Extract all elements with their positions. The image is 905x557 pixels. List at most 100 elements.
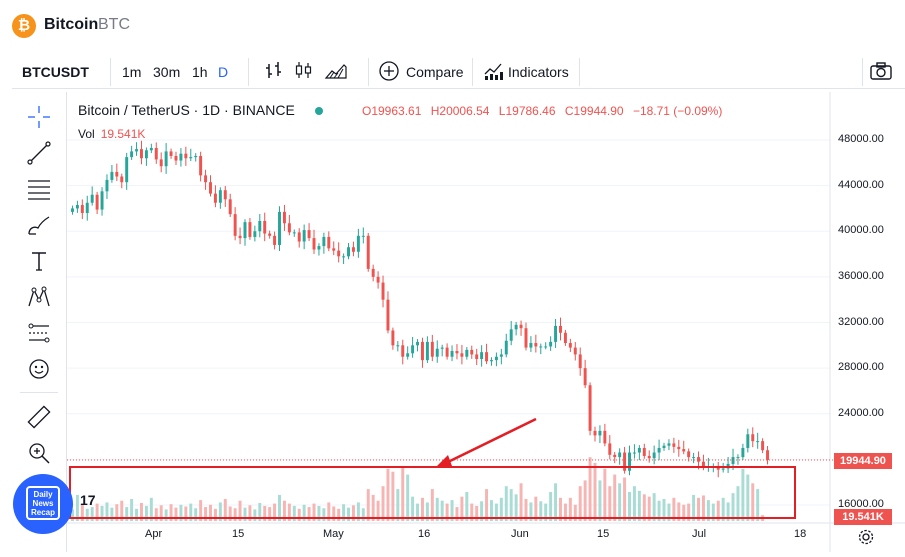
- candle: [430, 334, 434, 362]
- candle-body: [692, 457, 696, 459]
- candle-body: [80, 205, 84, 213]
- volume-bar: [169, 504, 173, 521]
- prediction-tool-icon[interactable]: [26, 320, 52, 346]
- candle-body: [598, 430, 602, 436]
- volume-bar: [485, 489, 489, 521]
- candle: [623, 446, 627, 474]
- interval-d-button[interactable]: D: [218, 64, 229, 80]
- candle: [692, 452, 696, 464]
- candle: [169, 148, 173, 159]
- candle: [637, 445, 641, 461]
- crosshair-icon[interactable]: [26, 104, 52, 130]
- candle: [420, 337, 424, 368]
- candle-body: [509, 329, 513, 341]
- compare-button[interactable]: Compare: [406, 64, 464, 80]
- candle-body: [563, 332, 567, 344]
- interval-1m-button[interactable]: 1m: [122, 64, 142, 80]
- symbol-search-button[interactable]: BTCUSDT: [22, 64, 89, 80]
- candle-body: [253, 231, 257, 237]
- area-chart-type-icon[interactable]: [324, 60, 348, 82]
- volume-bar: [209, 504, 212, 521]
- chart-legend-title[interactable]: Bitcoin / TetherUS · 1D · BINANCE: [78, 102, 323, 118]
- candle-body: [519, 324, 523, 329]
- candle-body: [514, 324, 518, 330]
- volume-bar: [682, 504, 686, 521]
- volume-bar: [70, 509, 74, 521]
- candle-body: [475, 354, 479, 359]
- toolbar-divider: [472, 58, 473, 86]
- volume-bar: [514, 494, 518, 521]
- candle: [307, 223, 311, 241]
- candle-body: [662, 445, 666, 448]
- candle-body: [327, 236, 331, 249]
- interval-30m-button[interactable]: 30m: [153, 64, 181, 80]
- volume-highlight-box: [69, 466, 796, 519]
- candle-body: [578, 354, 582, 369]
- candle: [573, 342, 577, 361]
- volume-bar: [238, 500, 242, 521]
- brush-icon[interactable]: [26, 212, 52, 238]
- indicators-button[interactable]: Indicators: [508, 64, 569, 80]
- candle: [657, 439, 661, 461]
- candle-body: [494, 356, 498, 361]
- candle: [332, 241, 336, 256]
- candle: [85, 195, 89, 221]
- settings-gear-icon[interactable]: [857, 528, 875, 546]
- pattern-tool-icon[interactable]: [26, 284, 52, 310]
- volume-bar: [125, 507, 129, 521]
- volume-bar: [706, 500, 710, 521]
- candle-body: [110, 171, 114, 180]
- candle-body: [376, 276, 380, 283]
- bar-chart-type-icon[interactable]: [264, 60, 284, 82]
- volume-bar: [499, 497, 503, 521]
- interval-1h-button[interactable]: 1h: [192, 64, 208, 80]
- candle-body: [238, 235, 242, 239]
- volume-legend[interactable]: Vol 19.541K: [78, 127, 145, 141]
- candle-body: [317, 246, 321, 250]
- text-tool-icon[interactable]: [26, 248, 52, 274]
- volume-bar: [297, 508, 301, 521]
- candle: [628, 445, 631, 476]
- candle-body: [228, 199, 232, 215]
- camera-snapshot-icon[interactable]: [869, 60, 893, 82]
- candle: [618, 448, 622, 465]
- fib-retracement-icon[interactable]: [26, 176, 52, 202]
- candle-body: [95, 194, 99, 210]
- volume-bar: [80, 504, 84, 521]
- candle-body: [608, 443, 612, 455]
- volume-bar: [243, 507, 247, 521]
- asset-name: Bitcoin: [44, 16, 99, 33]
- candle: [761, 438, 765, 454]
- candle: [381, 275, 385, 308]
- candle-body: [189, 157, 193, 159]
- candle: [347, 242, 350, 260]
- emoji-icon[interactable]: [26, 356, 52, 382]
- candle: [593, 426, 597, 442]
- candle-body: [559, 325, 562, 333]
- price-axis-label: 44000.00: [838, 178, 884, 191]
- candle-body: [603, 430, 607, 444]
- candle: [189, 148, 193, 162]
- compare-plus-icon[interactable]: [378, 60, 400, 82]
- candle-body: [396, 345, 400, 347]
- candle-body: [480, 352, 484, 359]
- candle-body: [292, 232, 296, 234]
- toolbar-divider: [248, 58, 249, 86]
- volume-bar: [470, 503, 474, 521]
- candle-body: [233, 214, 237, 236]
- zoom-in-icon[interactable]: [26, 440, 52, 466]
- candle-body: [499, 354, 503, 357]
- candles-chart-type-icon[interactable]: [294, 60, 314, 82]
- candle-body: [411, 345, 415, 354]
- candle-body: [218, 190, 222, 203]
- indicators-icon[interactable]: [482, 60, 504, 82]
- measure-ruler-icon[interactable]: [26, 404, 52, 430]
- volume-bar: [90, 507, 94, 521]
- candle-body: [179, 153, 183, 161]
- trend-line-icon[interactable]: [26, 140, 52, 166]
- volume-bar: [376, 500, 380, 521]
- time-axis-label: Jul: [692, 528, 707, 540]
- candle: [322, 232, 326, 254]
- candle-body: [248, 222, 252, 237]
